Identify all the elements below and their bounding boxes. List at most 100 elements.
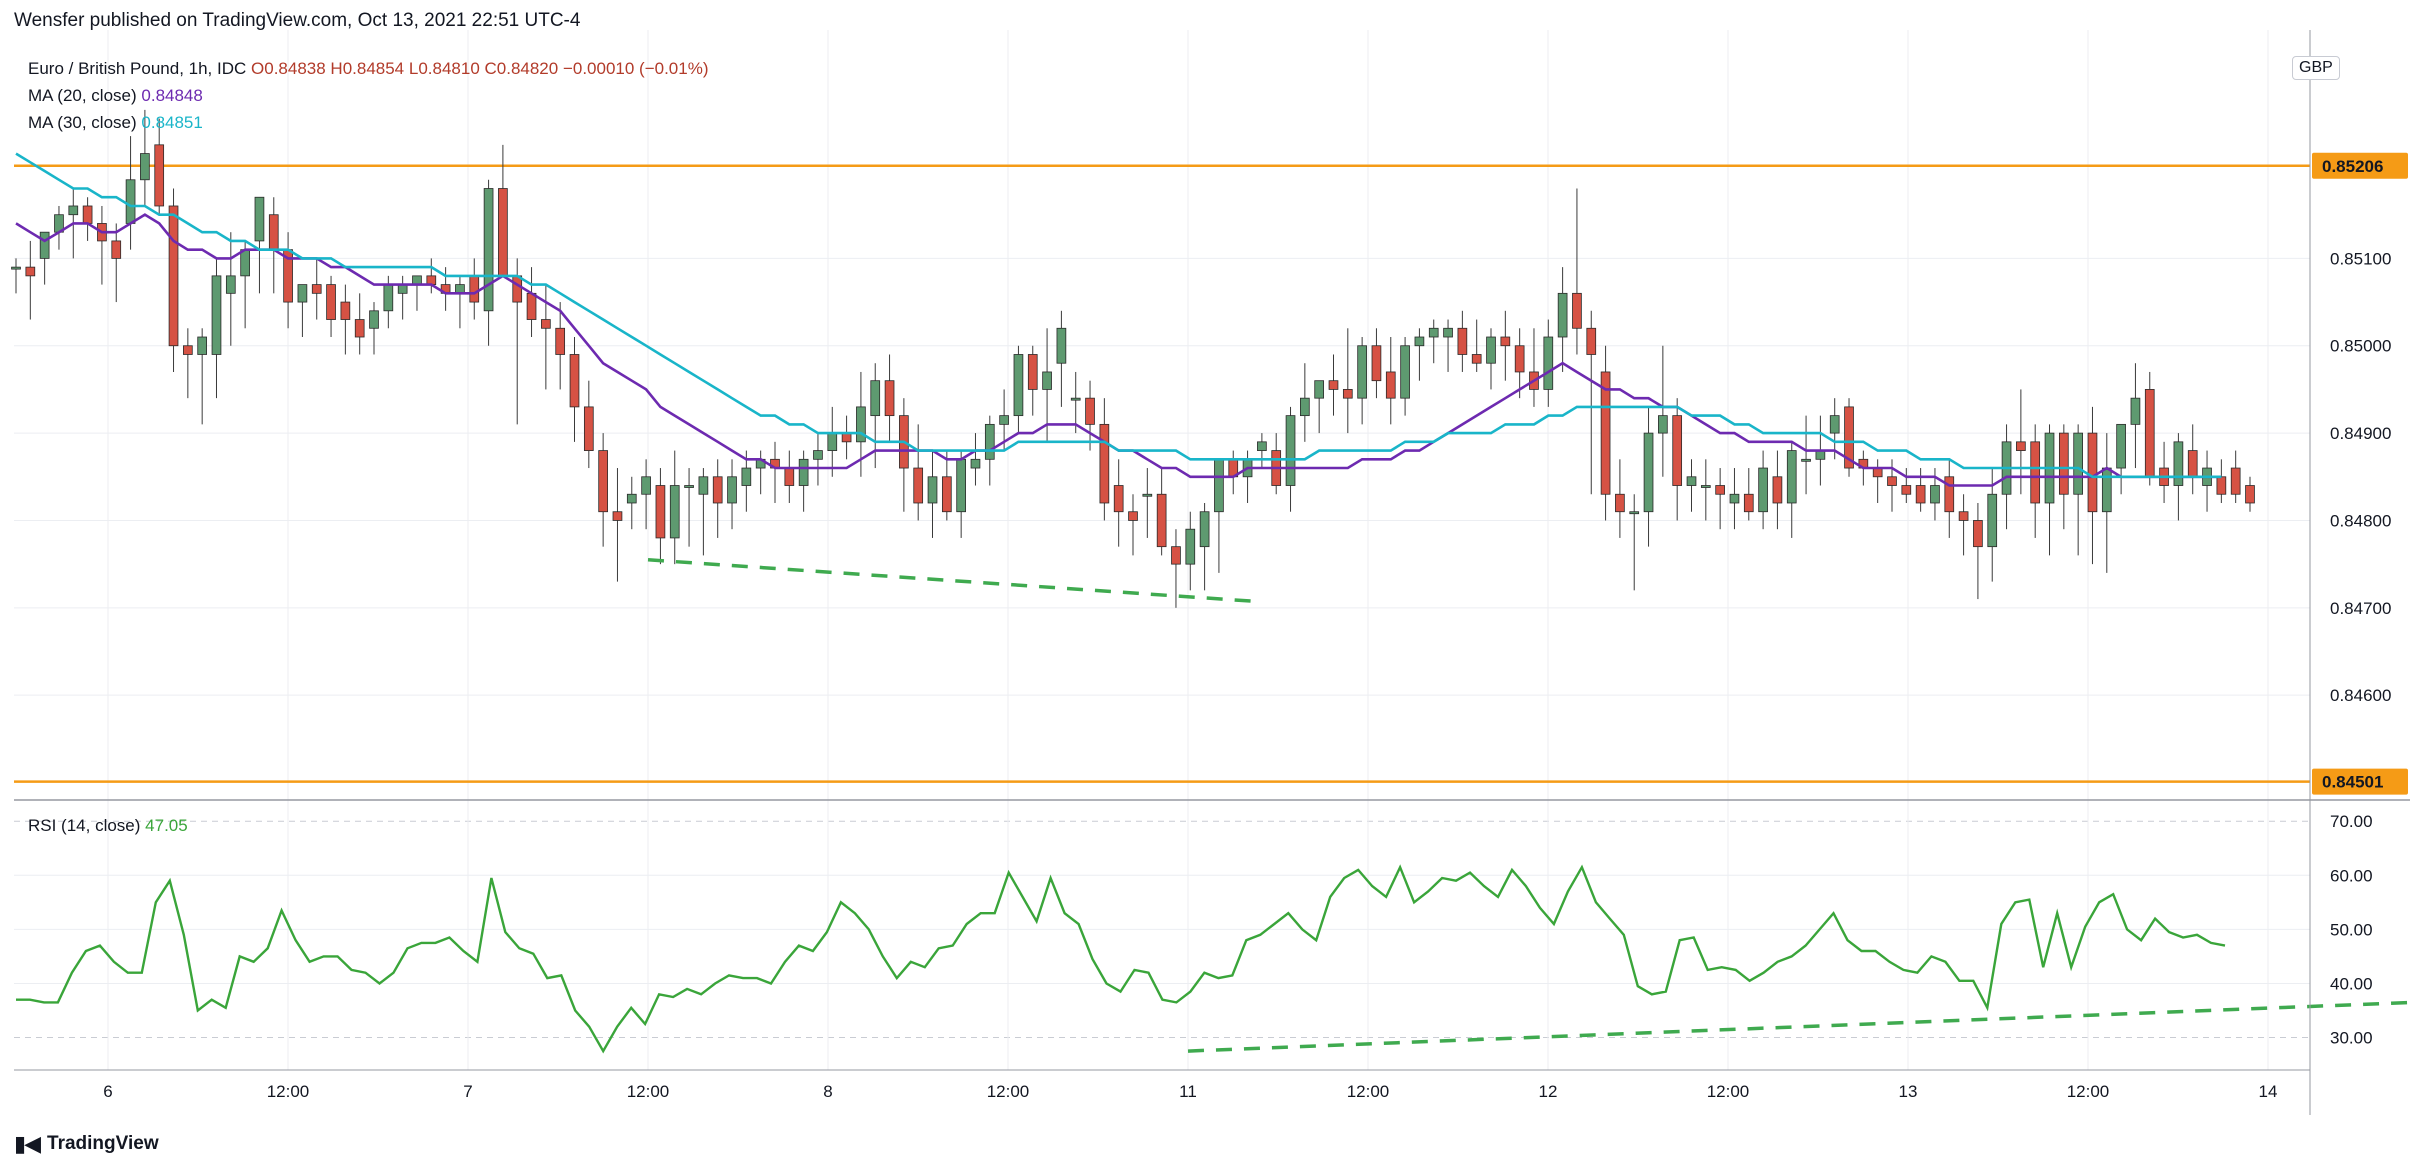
candle-down (25, 266, 36, 277)
ma30-line (15, 152, 2222, 479)
candle-up (39, 231, 50, 259)
level-price-label: 0.84501 (2322, 773, 2383, 792)
candle-down (2030, 441, 2041, 504)
candle-down (183, 345, 193, 355)
candle-down (154, 144, 165, 207)
time-tick-label: 12:00 (627, 1082, 670, 1101)
candle-down (1915, 485, 1926, 504)
time-tick-label: 8 (823, 1082, 832, 1101)
candle-down (541, 319, 551, 329)
rsi-line (16, 864, 2226, 1054)
price-tick-label: 0.84800 (2330, 511, 2391, 530)
candle-up (669, 485, 680, 539)
candle-down (1887, 476, 1897, 486)
candle-up (254, 196, 265, 242)
candle-up (1486, 336, 1496, 364)
candle-up (1930, 485, 1940, 504)
candle-up (1300, 397, 1310, 417)
candle-down (326, 284, 336, 320)
candle-down (1872, 467, 1883, 478)
candle-down (1743, 493, 1754, 513)
candle-up (1056, 327, 1067, 364)
brand-name: TradingView (47, 1133, 159, 1154)
candle-up (1658, 415, 1668, 434)
candle-down (1772, 476, 1783, 504)
candle-down (1328, 380, 1339, 390)
tradingview-logo-icon: ▮◀ (14, 1131, 41, 1156)
candle-down (784, 467, 795, 486)
brand-footer[interactable]: ▮◀ TradingView (14, 1131, 159, 1157)
price-tick-label: 0.84700 (2330, 599, 2391, 618)
ma20-line (15, 213, 2222, 487)
candle-up (1428, 327, 1439, 338)
candle-up (684, 485, 694, 488)
rsi-legend: RSI (14, close) 47.05 (28, 816, 188, 836)
rsi-label: RSI (14, close) (28, 816, 141, 835)
candle-up (999, 415, 1009, 425)
candle-down (2230, 467, 2241, 495)
candle-up (1285, 415, 1296, 486)
candle-down (598, 450, 608, 513)
candle-down (1099, 423, 1110, 504)
candle-down (469, 275, 480, 303)
candle-up (297, 284, 308, 303)
candle-down (1944, 476, 1955, 513)
candle-down (2144, 389, 2155, 478)
candle-down (82, 205, 93, 224)
candle-up (225, 275, 236, 294)
candle-up (1686, 476, 1697, 486)
candle-down (311, 284, 322, 294)
candle-up (813, 450, 823, 460)
candle-up (1987, 493, 1998, 548)
ma20-label: MA (20, close) (28, 86, 137, 105)
candle-down (512, 275, 523, 303)
candle-up (2073, 432, 2083, 495)
candle-up (956, 458, 966, 513)
candle-down (583, 406, 594, 451)
candle-down (1027, 354, 1038, 390)
candle-down (111, 240, 122, 259)
candle-up (1013, 354, 1024, 417)
candle-up (827, 432, 838, 451)
candle-down (340, 301, 351, 320)
candle-up (68, 205, 79, 216)
candle-down (1371, 345, 1382, 382)
candle-up (197, 336, 208, 355)
candle-up (1070, 397, 1081, 401)
ma30-value: 0.84851 (141, 113, 203, 132)
symbol-label: Euro / British Pound, 1h, IDC (28, 59, 247, 78)
price-tick-label: 0.85000 (2330, 337, 2391, 356)
candle-down (498, 188, 508, 277)
candle-up (1786, 450, 1797, 504)
currency-badge[interactable]: GBP (2292, 56, 2340, 80)
candle-up (741, 467, 752, 486)
candle-up (1629, 511, 1640, 515)
price-trendline (647, 558, 1261, 604)
candle-down (1901, 485, 1912, 495)
time-tick-label: 7 (463, 1082, 472, 1101)
price-tick-label: 0.84900 (2330, 424, 2391, 443)
candle-up (1414, 336, 1425, 347)
candle-up (140, 153, 150, 181)
candle-up (698, 476, 709, 495)
candle-up (1357, 345, 1367, 399)
publisher-header: Wensfer published on TradingView.com, Oc… (14, 10, 581, 31)
candle-down (2087, 432, 2098, 513)
candle-up (1543, 336, 1554, 390)
candle-up (397, 284, 408, 294)
ma20-value: 0.84848 (141, 86, 203, 105)
candle-down (354, 319, 365, 338)
candle-down (2187, 450, 2198, 478)
candle-up (1257, 441, 1267, 451)
ohlc-values: O0.84838 H0.84854 L0.84810 C0.84820 −0.0… (251, 59, 709, 78)
rsi-tick-label: 60.00 (2330, 866, 2373, 885)
candle-down (555, 327, 566, 355)
candle-down (1600, 371, 1611, 495)
time-tick-label: 12:00 (987, 1082, 1030, 1101)
candle-up (1185, 528, 1196, 565)
candle-up (211, 275, 222, 355)
candle-down (268, 214, 279, 251)
time-tick-label: 14 (2259, 1082, 2278, 1101)
candle-down (612, 511, 623, 521)
